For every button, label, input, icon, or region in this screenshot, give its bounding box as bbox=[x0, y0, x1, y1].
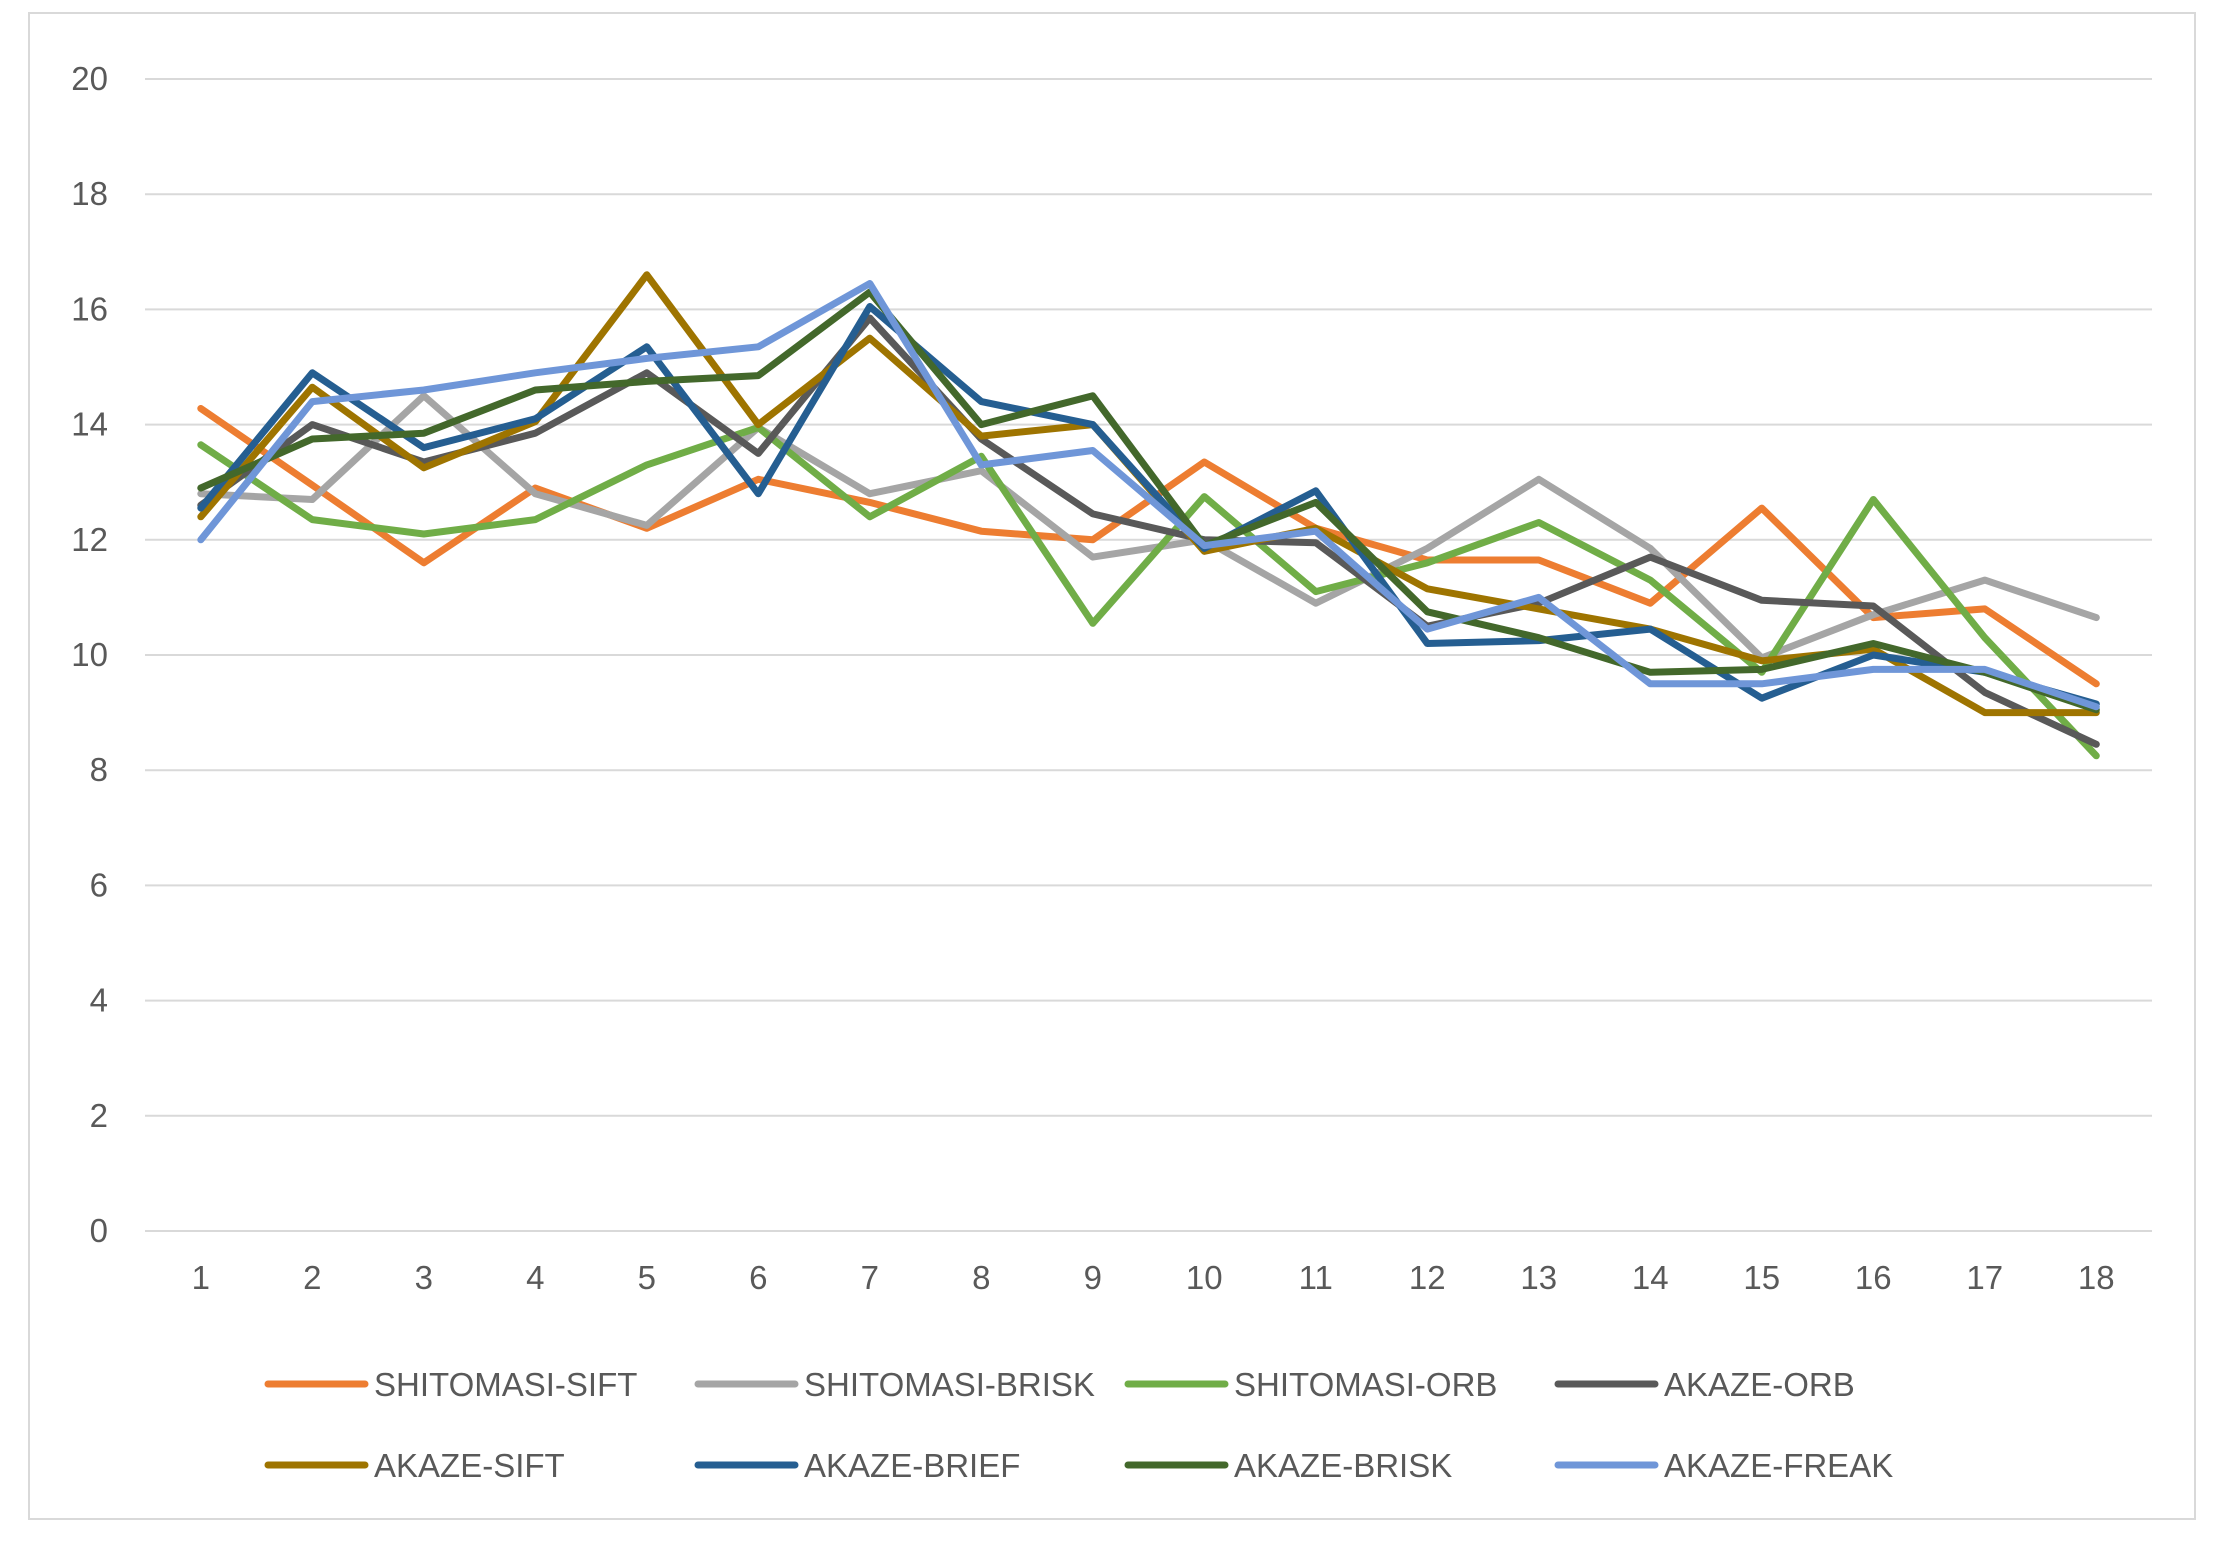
y-tick-label: 12 bbox=[71, 521, 108, 558]
series-line-akaze-orb bbox=[197, 314, 2100, 748]
legend-label: AKAZE-BRISK bbox=[1234, 1447, 1452, 1484]
y-tick-label: 0 bbox=[90, 1212, 108, 1249]
y-tick-label: 6 bbox=[90, 866, 108, 903]
series-line-akaze-brisk bbox=[197, 288, 2100, 714]
y-tick-label: 2 bbox=[90, 1097, 108, 1134]
x-tick-label: 1 bbox=[192, 1259, 210, 1296]
y-tick-label: 4 bbox=[90, 982, 108, 1019]
x-tick-label: 8 bbox=[972, 1259, 990, 1296]
y-tick-label: 16 bbox=[71, 290, 108, 327]
x-tick-label: 13 bbox=[1520, 1259, 1557, 1296]
legend-label: SHITOMASI-BRISK bbox=[804, 1366, 1095, 1403]
series-line-akaze-freak bbox=[197, 280, 2100, 711]
x-tick-label: 18 bbox=[2078, 1259, 2115, 1296]
x-tick-label: 14 bbox=[1632, 1259, 1669, 1296]
x-tick-label: 6 bbox=[749, 1259, 767, 1296]
legend-label: AKAZE-FREAK bbox=[1664, 1447, 1893, 1484]
y-tick-label: 14 bbox=[71, 406, 108, 443]
series-line-shitomasi-orb bbox=[197, 424, 2100, 760]
x-tick-label: 3 bbox=[415, 1259, 433, 1296]
gridlines bbox=[145, 78, 2152, 1232]
chart-frame: 0 2 4 6 8 10 12 14 16 18 20 1 2 3 4 5 6 7 8 9 10 11 12 13 14 15 1… bbox=[28, 12, 2196, 1520]
y-tick-label: 8 bbox=[90, 751, 108, 788]
x-tick-label: 15 bbox=[1743, 1259, 1780, 1296]
series-line-shitomasi-brisk bbox=[197, 392, 2100, 662]
x-tick-label: 12 bbox=[1409, 1259, 1446, 1296]
x-tick-label: 7 bbox=[861, 1259, 879, 1296]
y-tick-label: 10 bbox=[71, 636, 108, 673]
x-tick-label: 17 bbox=[1966, 1259, 2003, 1296]
x-tick-label: 11 bbox=[1299, 1259, 1333, 1296]
series-line-akaze-brief bbox=[197, 303, 2100, 708]
y-tick-label: 18 bbox=[71, 175, 108, 212]
y-axis-tick-labels: 0 2 4 6 8 10 12 14 16 18 20 bbox=[71, 60, 108, 1249]
x-tick-label: 4 bbox=[526, 1259, 544, 1296]
x-tick-label: 5 bbox=[638, 1259, 656, 1296]
legend-label: AKAZE-SIFT bbox=[374, 1447, 565, 1484]
legend-label: AKAZE-BRIEF bbox=[804, 1447, 1020, 1484]
legend: SHITOMASI-SIFT SHITOMASI-BRISK SHITOMASI-O… bbox=[264, 1366, 1893, 1484]
x-tick-label: 9 bbox=[1084, 1259, 1102, 1296]
legend-label: SHITOMASI-SIFT bbox=[374, 1366, 637, 1403]
y-tick-label: 20 bbox=[71, 60, 108, 97]
x-axis-tick-labels: 1 2 3 4 5 6 7 8 9 10 11 12 13 14 15 16 17 18 bbox=[192, 1259, 2115, 1296]
x-tick-label: 16 bbox=[1855, 1259, 1892, 1296]
legend-label: AKAZE-ORB bbox=[1664, 1366, 1855, 1403]
series-lines bbox=[197, 271, 2100, 760]
legend-label: SHITOMASI-ORB bbox=[1234, 1366, 1497, 1403]
x-tick-label: 2 bbox=[303, 1259, 321, 1296]
x-tick-label: 10 bbox=[1186, 1259, 1223, 1296]
